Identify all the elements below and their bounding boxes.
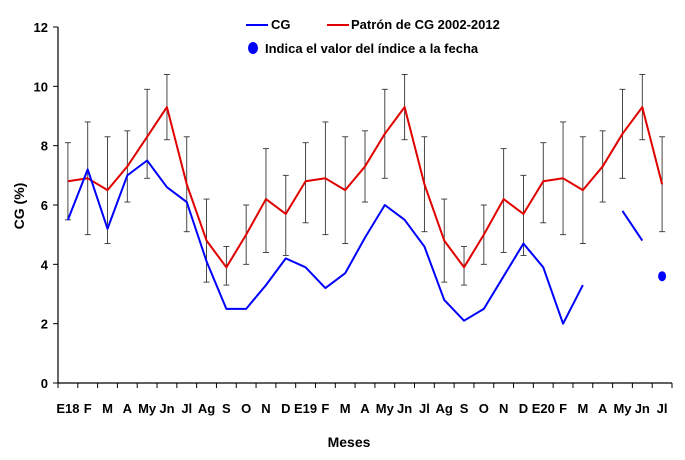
x-tick-label: O: [479, 401, 489, 416]
x-tick-label: Jl: [657, 401, 668, 416]
pattern-series-line: [67, 106, 664, 269]
legend-pattern-label: Patrón de CG 2002-2012: [351, 17, 500, 32]
x-tick-label: E20: [532, 401, 555, 416]
x-tick-label: F: [321, 401, 329, 416]
x-tick-label: Ag: [198, 401, 215, 416]
y-tick-label: 8: [41, 139, 48, 154]
x-tick-label: A: [360, 401, 370, 416]
x-tick-label: M: [340, 401, 351, 416]
legend-cg-label: CG: [271, 17, 291, 32]
x-tick-label: N: [499, 401, 508, 416]
y-tick-label: 6: [41, 198, 48, 213]
x-tick-label: M: [577, 401, 588, 416]
x-tick-label: F: [559, 401, 567, 416]
x-tick-label: S: [222, 401, 231, 416]
x-tick-label: S: [460, 401, 469, 416]
x-tick-label: Jn: [635, 401, 650, 416]
x-tick-label: Ag: [436, 401, 453, 416]
x-tick-label: N: [261, 401, 270, 416]
x-tick-label: O: [241, 401, 251, 416]
x-tick-label: E19: [294, 401, 317, 416]
error-bars: [64, 74, 666, 286]
x-tick-label: Jl: [181, 401, 192, 416]
x-tick-label: E18: [56, 401, 79, 416]
x-tick-label: D: [281, 401, 290, 416]
x-tick-label: D: [519, 401, 528, 416]
x-tick-label: My: [376, 401, 395, 416]
y-axis-title: CG (%): [11, 183, 27, 230]
y-tick-label: 4: [41, 257, 49, 272]
y-tick-label: 0: [41, 376, 48, 391]
x-tick-label: M: [102, 401, 113, 416]
points: [658, 271, 667, 282]
x-axis-title: Meses: [328, 434, 371, 450]
x-tick-label: F: [84, 401, 92, 416]
y-tick-label: 10: [34, 79, 48, 94]
x-tick-label: My: [138, 401, 157, 416]
cg-series-line: [66, 159, 584, 325]
legend-dot-label: Indica el valor del índice a la fecha: [265, 41, 479, 56]
y-tick-label: 2: [41, 317, 48, 332]
x-tick-label: Jl: [419, 401, 430, 416]
x-tick-label: Jn: [397, 401, 412, 416]
current-value-dot: [658, 271, 667, 282]
x-tick-label: A: [598, 401, 608, 416]
legend: CG Patrón de CG 2002-2012 Indica el valo…: [246, 17, 500, 56]
cg-series-line: [621, 210, 644, 242]
legend-dot-marker: [248, 42, 258, 54]
series-lines: [66, 106, 664, 325]
x-tick-label: A: [123, 401, 133, 416]
y-tick-label: 12: [34, 20, 48, 35]
x-tick-label: My: [613, 401, 632, 416]
x-tick-label: Jn: [159, 401, 174, 416]
